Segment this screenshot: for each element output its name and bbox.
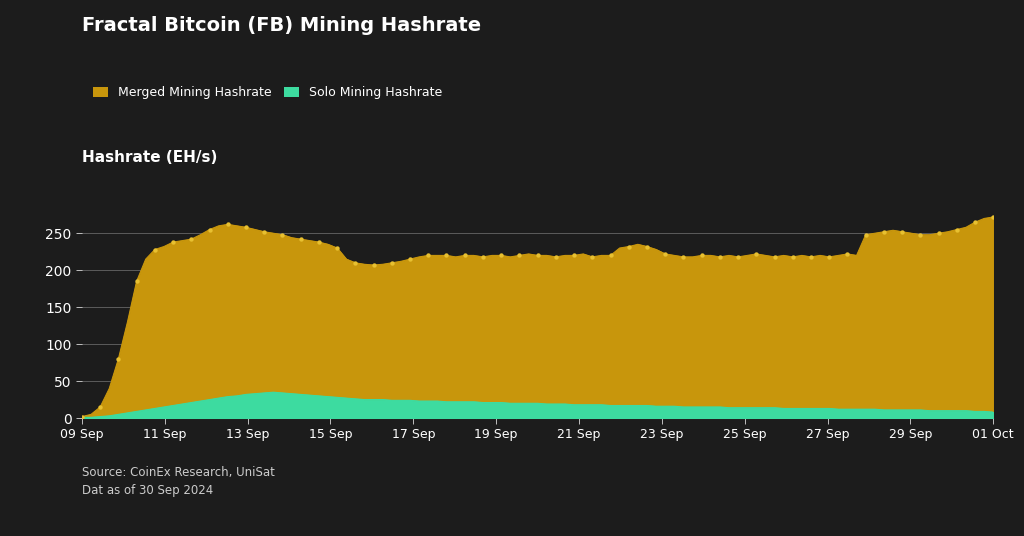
Point	[912, 230, 929, 239]
Point	[931, 229, 947, 237]
Point	[256, 227, 272, 236]
Point	[985, 213, 1001, 221]
Point	[967, 218, 983, 226]
Point	[657, 250, 674, 258]
Point	[766, 252, 782, 261]
Point	[238, 223, 254, 232]
Point	[529, 251, 546, 260]
Point	[784, 252, 801, 261]
Point	[384, 258, 400, 267]
Text: Fractal Bitcoin (FB) Mining Hashrate: Fractal Bitcoin (FB) Mining Hashrate	[82, 16, 481, 35]
Point	[420, 251, 436, 260]
Point	[183, 235, 200, 243]
Point	[274, 230, 291, 239]
Point	[493, 251, 509, 260]
Legend: Merged Mining Hashrate, Solo Mining Hashrate: Merged Mining Hashrate, Solo Mining Hash…	[88, 81, 447, 105]
Point	[948, 225, 965, 234]
Point	[438, 251, 455, 260]
Point	[566, 251, 583, 260]
Point	[894, 227, 910, 236]
Point	[366, 260, 382, 269]
Point	[111, 355, 127, 363]
Point	[876, 227, 892, 236]
Point	[803, 252, 819, 261]
Text: Source: CoinEx Research, UniSat
Dat as of 30 Sep 2024: Source: CoinEx Research, UniSat Dat as o…	[82, 466, 274, 497]
Point	[128, 277, 144, 286]
Point	[584, 252, 600, 261]
Point	[548, 252, 564, 261]
Point	[146, 245, 163, 254]
Point	[511, 251, 527, 260]
Point	[475, 252, 492, 261]
Point	[74, 412, 90, 421]
Point	[329, 244, 345, 252]
Point	[92, 403, 109, 411]
Point	[202, 225, 218, 234]
Point	[730, 252, 746, 261]
Point	[693, 251, 710, 260]
Point	[639, 242, 655, 251]
Point	[821, 252, 838, 261]
Point	[857, 230, 873, 239]
Point	[840, 250, 856, 258]
Point	[310, 238, 327, 247]
Point	[675, 252, 691, 261]
Point	[293, 235, 309, 243]
Text: Hashrate (EH/s): Hashrate (EH/s)	[82, 150, 217, 165]
Point	[749, 250, 765, 258]
Point	[347, 258, 364, 267]
Point	[621, 242, 637, 251]
Point	[401, 255, 418, 263]
Point	[219, 220, 236, 229]
Point	[165, 238, 181, 247]
Point	[457, 251, 473, 260]
Point	[602, 251, 618, 260]
Point	[712, 252, 728, 261]
